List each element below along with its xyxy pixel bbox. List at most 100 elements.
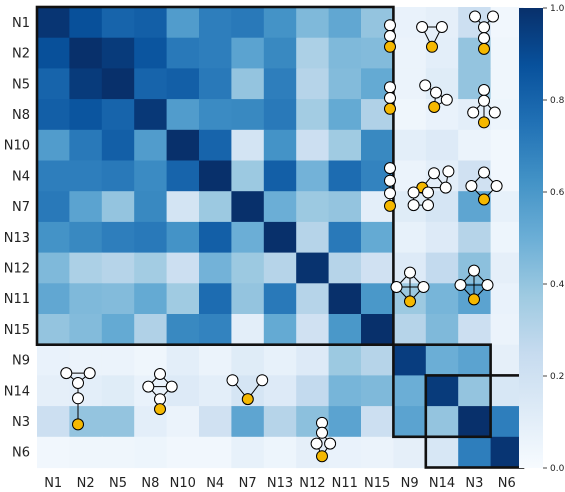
motif-glyph-N4b: [384, 162, 396, 212]
cell-N15-N12: [296, 314, 330, 346]
cell-N14-N5: [101, 375, 135, 407]
y-tick-N4: N4: [12, 169, 30, 184]
cell-N15-N15: [361, 314, 394, 346]
cell-N12-N4: [199, 252, 232, 284]
motif-node: [430, 86, 442, 99]
cell-N10-N14: [425, 129, 459, 162]
x-tick-N13: N13: [267, 476, 293, 491]
cell-N9-N7: [231, 344, 265, 376]
y-tick-N5: N5: [12, 77, 30, 92]
cell-N3-N5: [101, 406, 135, 438]
cell-N3-N10: [166, 406, 200, 438]
cell-N5-N12: [296, 68, 330, 100]
cell-N1-N4: [199, 7, 232, 39]
cell-N7-N5: [101, 191, 135, 223]
cell-N15-N8: [134, 314, 168, 346]
cell-N7-N2: [69, 191, 103, 223]
cell-N2-N1: [37, 37, 70, 69]
x-tick-N2: N2: [77, 476, 95, 491]
x-tick-N10: N10: [170, 476, 196, 491]
y-tick-N8: N8: [12, 108, 30, 123]
cell-N12-N7: [231, 252, 265, 284]
cell-N2-N5: [101, 37, 135, 69]
cell-N9-N13: [263, 344, 297, 376]
y-tick-N14: N14: [4, 384, 30, 399]
motif-node: [384, 162, 396, 175]
cell-N9-N9: [393, 344, 427, 376]
cell-N3-N6: [490, 406, 524, 438]
cell-N13-N7: [231, 221, 265, 254]
motif-node: [384, 92, 396, 104]
motif-node: [468, 264, 480, 277]
cell-N10-N15: [361, 129, 394, 162]
y-tick-N10: N10: [4, 139, 30, 154]
cell-N13-N2: [69, 221, 103, 254]
cell-N15-N10: [166, 314, 200, 346]
cell-N12-N1: [37, 252, 70, 284]
cell-N13-N3: [458, 221, 492, 254]
cell-N8-N5: [101, 99, 135, 131]
cell-N7-N1: [37, 191, 70, 223]
cell-N5-N11: [328, 68, 362, 100]
motif-node: [488, 106, 501, 119]
cell-N11-N4: [199, 283, 232, 315]
cell-N10-N9: [393, 129, 427, 162]
motif-glyph-N7-row: [226, 374, 269, 406]
motif-node: [428, 101, 441, 113]
x-tick-N14: N14: [429, 476, 455, 491]
colorbar-tick-label: 0.0: [550, 464, 565, 474]
cell-N12-N10: [166, 252, 200, 284]
cell-N6-N4: [199, 436, 232, 469]
cell-N14-N6: [490, 375, 524, 407]
motif-glyph-N11a: [390, 266, 430, 308]
cell-N15-N14: [425, 314, 459, 346]
cell-N6-N14: [425, 436, 459, 469]
cell-N12-N13: [263, 252, 297, 284]
motif-node: [154, 393, 166, 406]
cell-N10-N1: [37, 129, 70, 162]
motif-glyph-N2: [416, 21, 448, 53]
cell-N1-N12: [296, 7, 330, 39]
motif-node: [384, 81, 396, 94]
motif-node: [478, 32, 490, 45]
cell-N6-N9: [393, 436, 427, 469]
cell-N15-N2: [69, 314, 103, 346]
cell-N10-N13: [263, 129, 297, 162]
motif-node: [478, 116, 490, 129]
y-tick-labels: N1 N2 N5 N8 N10 N4 N7 N13 N12 N11 N15 N9 N14 N3 N6: [4, 16, 30, 461]
cell-N13-N14: [425, 221, 459, 254]
colorbar-tick-label: 0.4: [550, 280, 565, 290]
x-tick-N9: N9: [401, 476, 419, 491]
cell-N12-N15: [361, 252, 394, 284]
cell-N8-N12: [296, 99, 330, 131]
cell-N1-N13: [263, 7, 297, 39]
x-tick-N11: N11: [332, 476, 358, 491]
cell-N14-N13: [263, 375, 297, 407]
motif-node: [422, 199, 434, 212]
motif-node: [490, 180, 503, 192]
cell-N12-N8: [134, 252, 168, 284]
cell-N3-N13: [263, 406, 297, 438]
cell-N9-N15: [361, 344, 394, 376]
cell-N7-N6: [490, 191, 524, 223]
x-tick-N7: N7: [239, 476, 257, 491]
cell-N14-N1: [37, 375, 70, 407]
motif-node: [478, 94, 490, 107]
cell-N11-N13: [263, 283, 297, 315]
motif-glyph-N4: [416, 165, 455, 194]
cell-N15-N9: [393, 314, 427, 346]
y-tick-N9: N9: [12, 354, 30, 369]
cell-N8-N8: [134, 99, 168, 131]
motif-node: [417, 281, 430, 293]
cell-N12-N12: [296, 252, 330, 284]
x-tick-N8: N8: [141, 476, 159, 491]
motif-node: [165, 380, 178, 393]
cell-N5-N2: [69, 68, 103, 100]
motif-node: [390, 281, 403, 293]
cell-N3-N11: [328, 406, 362, 438]
motif-node: [384, 19, 396, 32]
heatmap-cells: [37, 7, 524, 469]
cell-N6-N10: [166, 436, 200, 469]
cell-N13-N9: [393, 221, 427, 254]
cell-N12-N6: [490, 252, 524, 284]
